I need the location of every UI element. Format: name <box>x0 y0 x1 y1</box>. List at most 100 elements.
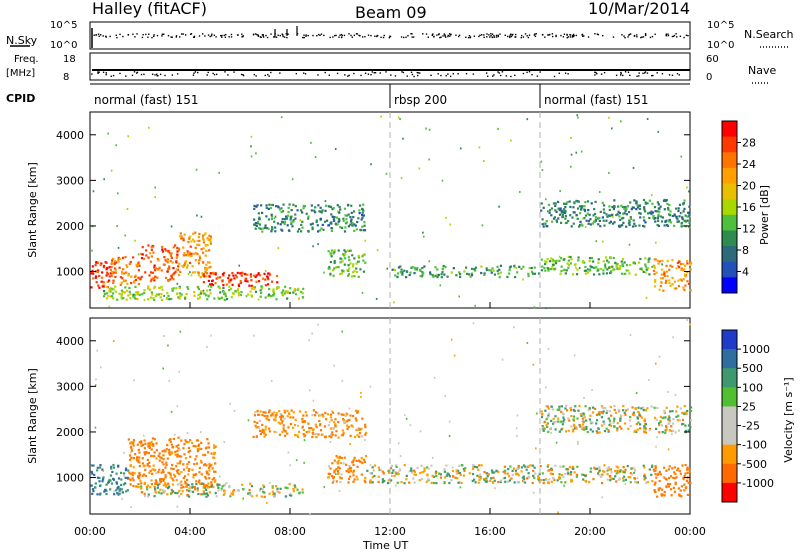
nsky-point <box>628 34 630 36</box>
noise-cell <box>403 414 406 417</box>
data-cell <box>240 291 243 294</box>
data-cell <box>259 274 262 277</box>
data-cell <box>124 482 127 485</box>
data-cell <box>564 206 567 209</box>
nsky-point <box>444 34 446 36</box>
data-cell <box>545 423 548 427</box>
noise-cell <box>582 217 584 220</box>
data-cell <box>609 479 612 482</box>
data-cell <box>344 250 347 253</box>
data-cell <box>117 259 120 262</box>
nsky-point <box>122 35 124 38</box>
data-cell <box>387 469 390 472</box>
nsky-point <box>341 36 343 38</box>
nsky-point <box>241 36 243 38</box>
nsky-point <box>382 36 385 39</box>
data-cell <box>319 206 322 209</box>
data-cell <box>111 272 114 275</box>
data-cell <box>204 232 207 235</box>
data-cell <box>149 443 152 446</box>
nave-point <box>651 74 653 77</box>
data-cell <box>92 490 95 493</box>
nave-point <box>629 74 631 77</box>
noise-cell <box>428 128 431 131</box>
data-cell <box>257 413 260 416</box>
data-cell <box>231 272 234 275</box>
colorbar-swatch <box>722 214 737 231</box>
data-cell <box>462 474 466 477</box>
data-cell <box>559 221 563 224</box>
data-cell <box>326 413 329 416</box>
nave-point <box>465 72 468 75</box>
data-cell <box>256 410 259 413</box>
data-cell <box>612 420 616 423</box>
data-cell <box>665 428 668 431</box>
data-cell <box>100 262 103 265</box>
data-cell <box>281 415 285 418</box>
data-cell <box>678 203 682 206</box>
data-cell <box>180 486 183 489</box>
nave-point <box>615 74 618 77</box>
data-cell <box>276 490 280 494</box>
data-cell <box>579 412 583 416</box>
data-cell <box>159 456 162 459</box>
nsky-point <box>361 36 364 38</box>
data-cell <box>211 279 214 283</box>
data-cell <box>623 422 627 425</box>
nave-point <box>627 71 630 73</box>
data-cell <box>191 490 195 493</box>
data-cell <box>663 490 666 494</box>
data-cell <box>175 256 178 259</box>
data-cell <box>331 462 334 465</box>
data-cell <box>602 420 605 423</box>
noise-cell <box>515 427 518 430</box>
data-cell <box>650 405 653 408</box>
data-cell <box>582 473 585 476</box>
nsky-tick-top: 10^5 <box>50 20 77 31</box>
data-cell <box>106 271 109 274</box>
data-cell <box>169 254 173 257</box>
data-cell <box>176 455 179 458</box>
data-cell <box>589 218 592 221</box>
nsky-point <box>136 33 138 35</box>
data-cell <box>656 406 659 410</box>
data-cell <box>349 434 352 437</box>
nave-point <box>154 74 156 76</box>
data-cell <box>330 475 334 478</box>
data-cell <box>593 407 597 410</box>
data-cell <box>170 297 173 301</box>
data-cell <box>337 217 341 221</box>
data-cell <box>651 202 654 205</box>
data-cell <box>126 282 129 285</box>
noise-cell <box>333 364 336 367</box>
data-cell <box>160 471 163 474</box>
data-cell <box>377 480 380 484</box>
data-cell <box>653 266 657 269</box>
data-cell <box>578 205 582 208</box>
data-cell <box>129 483 132 486</box>
data-cell <box>633 222 636 225</box>
data-cell <box>91 269 94 273</box>
data-cell <box>552 260 555 263</box>
data-cell <box>672 476 675 479</box>
data-cell <box>347 213 350 216</box>
data-cell <box>347 274 350 277</box>
data-cell <box>120 478 123 481</box>
data-cell <box>124 468 128 472</box>
data-cell <box>208 446 211 449</box>
data-cell <box>315 219 318 222</box>
data-cell <box>317 433 320 436</box>
data-cell <box>615 265 618 268</box>
data-cell <box>595 413 599 417</box>
data-cell <box>246 273 249 276</box>
data-cell <box>564 472 567 476</box>
data-cell <box>330 419 333 422</box>
data-cell <box>154 294 157 298</box>
data-cell <box>120 293 123 296</box>
data-cell <box>470 274 474 277</box>
noise-cell <box>372 469 375 472</box>
data-cell <box>271 486 274 489</box>
data-cell <box>256 421 259 425</box>
data-cell <box>272 294 275 297</box>
data-cell <box>634 469 637 472</box>
